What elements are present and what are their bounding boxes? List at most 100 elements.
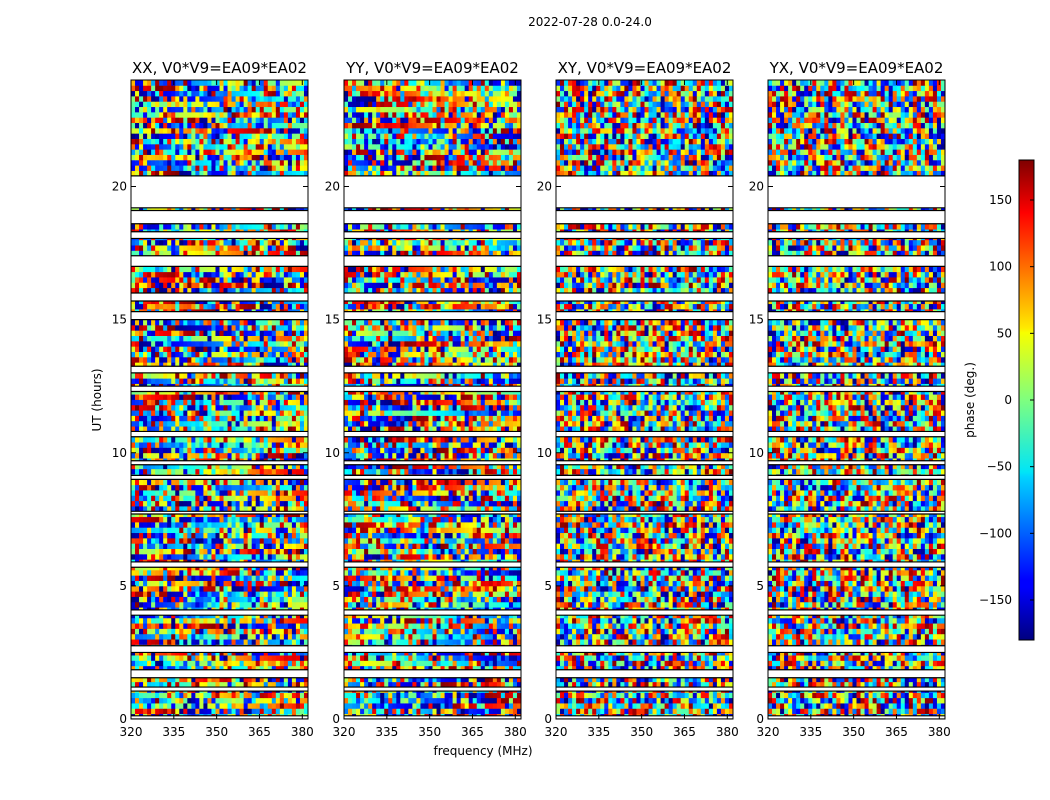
phase-cell	[215, 633, 220, 640]
phase-cell	[283, 601, 289, 608]
phase-cell	[135, 639, 140, 645]
phase-cell	[295, 277, 301, 283]
phase-cell	[259, 245, 265, 251]
phase-cell	[207, 703, 212, 709]
phase-cell	[199, 117, 204, 124]
phase-cell	[235, 394, 241, 400]
phase-cell	[163, 580, 168, 587]
phase-cell	[247, 165, 253, 171]
phase-cell	[255, 324, 261, 331]
phase-cell	[223, 575, 228, 581]
phase-cell	[135, 506, 140, 512]
phase-cell	[183, 330, 188, 336]
phase-cell	[163, 484, 168, 491]
phase-cell	[135, 165, 140, 171]
phase-cell	[191, 436, 196, 443]
phase-cell	[243, 426, 249, 432]
phase-cell	[179, 596, 184, 603]
phase-cell	[179, 447, 184, 454]
phase-cell	[251, 170, 257, 177]
phase-cell	[135, 500, 140, 507]
phase-cell	[143, 245, 148, 251]
phase-cell	[303, 372, 308, 379]
phase-cell	[295, 239, 301, 246]
phase-cell	[187, 692, 192, 699]
phase-cell	[159, 266, 164, 273]
phase-cell	[171, 532, 176, 539]
phase-cell	[143, 484, 148, 491]
phase-cell	[139, 468, 144, 475]
phase-cell	[267, 346, 273, 352]
phase-cell	[239, 330, 245, 336]
phase-cell	[251, 596, 257, 603]
phase-cell	[167, 447, 172, 454]
phase-cell	[163, 149, 168, 155]
phase-cell	[163, 378, 168, 384]
phase-cell	[199, 372, 204, 379]
phase-cell	[203, 138, 208, 145]
phase-cell	[279, 271, 285, 278]
phase-cell	[251, 601, 257, 608]
phase-cell	[295, 591, 301, 597]
phase-cell	[159, 282, 164, 289]
phase-cell	[231, 239, 236, 246]
phase-cell	[175, 127, 180, 134]
phase-cell	[259, 356, 265, 363]
phase-cell	[235, 303, 241, 310]
phase-cell	[139, 223, 144, 230]
phase-cell	[207, 655, 212, 661]
phase-cell	[243, 133, 249, 139]
phase-cell	[275, 452, 281, 459]
phase-cell	[275, 122, 281, 129]
phase-cell	[199, 452, 204, 459]
phase-cell	[251, 372, 257, 379]
phase-cell	[239, 575, 245, 581]
phase-cell	[195, 452, 200, 459]
phase-cell	[263, 692, 269, 699]
phase-cell	[203, 117, 208, 124]
phase-cell	[255, 223, 261, 230]
phase-cell	[167, 692, 172, 699]
phase-cell	[131, 372, 136, 379]
phase-cell	[179, 516, 184, 523]
phase-cell	[259, 569, 265, 576]
phase-cell	[215, 436, 220, 443]
phase-cell	[131, 548, 136, 555]
phase-cell	[219, 628, 224, 635]
phase-cell	[227, 537, 232, 544]
phase-cell	[239, 676, 245, 683]
phase-cell	[303, 122, 308, 129]
phase-cell	[215, 516, 220, 523]
phase-cell	[271, 495, 277, 502]
phase-cell	[255, 676, 261, 683]
phase-cell	[199, 484, 204, 491]
phase-cell	[219, 266, 224, 273]
phase-cell	[223, 617, 228, 624]
phase-cell	[179, 133, 184, 139]
phase-cell	[191, 154, 196, 161]
phase-cell	[179, 442, 184, 448]
phase-cell	[143, 548, 148, 555]
phase-cell	[159, 356, 164, 363]
phase-cell	[235, 596, 241, 603]
phase-cell	[255, 527, 261, 534]
phase-cell	[155, 143, 160, 150]
phase-cell	[159, 399, 164, 406]
phase-cell	[231, 548, 236, 555]
phase-cell	[295, 527, 301, 534]
phase-cell	[143, 410, 148, 416]
phase-cell	[243, 703, 249, 709]
phase-cell	[267, 623, 273, 629]
phase-cell	[203, 271, 208, 278]
phase-cell	[151, 447, 156, 454]
phase-cell	[207, 149, 212, 155]
phase-cell	[223, 143, 228, 150]
phase-cell	[167, 420, 172, 427]
phase-cell	[227, 399, 232, 406]
phase-cell	[259, 133, 265, 139]
phase-cell	[131, 506, 136, 512]
phase-cell	[259, 351, 265, 358]
phase-cell	[231, 484, 236, 491]
phase-cell	[135, 133, 140, 139]
phase-cell	[259, 282, 265, 289]
